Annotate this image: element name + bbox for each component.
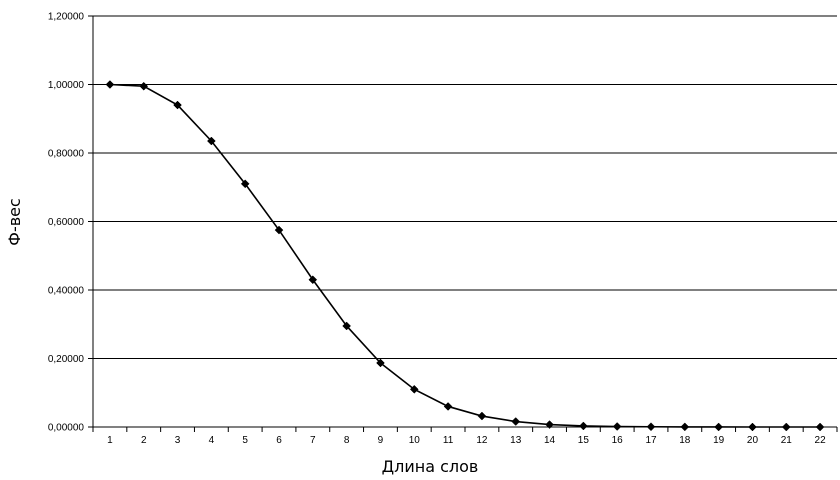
x-tick-label: 8 — [344, 435, 350, 446]
x-tick-label: 18 — [679, 435, 691, 446]
data-point — [173, 100, 182, 110]
y-tick-label: 1,20000 — [48, 12, 85, 23]
data-point — [781, 422, 791, 432]
x-tick-label: 17 — [645, 435, 657, 446]
data-point — [815, 422, 825, 432]
x-tick-label: 15 — [578, 435, 590, 446]
x-tick-label: 1 — [107, 435, 113, 446]
data-point — [579, 421, 588, 431]
data-point — [274, 225, 284, 235]
x-tick-label: 2 — [141, 435, 147, 446]
y-tick-label: 0,80000 — [48, 149, 85, 160]
data-point — [748, 422, 757, 432]
x-tick-labels: 1 2 3 4 5 6 7 8 9 10 11 12 13 14 15 16 17 18 19 20 21 22 — [107, 435, 826, 446]
y-tick-labels: 0,00000 0,20000 0,40000 0,60000 0,80000 1,000… — [48, 12, 85, 434]
y-axis-title: Ф-вес — [5, 198, 24, 246]
x-tick-label: 14 — [544, 435, 556, 446]
y-tick-label: 0,40000 — [48, 286, 85, 297]
x-tick-label: 12 — [476, 435, 488, 446]
axes — [88, 15, 838, 432]
data-point — [105, 80, 115, 89]
y-tick-label: 0,60000 — [48, 217, 85, 228]
data-point — [342, 321, 351, 331]
data-point — [240, 179, 250, 189]
x-tick-label: 22 — [815, 435, 827, 446]
x-tick-label: 11 — [443, 435, 454, 446]
x-tick-label: 13 — [510, 435, 522, 446]
data-point — [376, 358, 385, 368]
x-tick-label: 21 — [781, 435, 793, 446]
x-axis-title: Длина слов — [382, 457, 479, 476]
data-series — [105, 80, 825, 432]
data-point — [443, 402, 453, 411]
x-tick-label: 4 — [209, 435, 215, 446]
x-tick-label: 16 — [612, 435, 624, 446]
data-point — [207, 136, 216, 146]
x-tick-label: 20 — [747, 435, 759, 446]
x-tick-label: 10 — [409, 435, 421, 446]
y-tick-label: 0,20000 — [48, 354, 85, 365]
x-tick-label: 19 — [713, 435, 725, 446]
data-point — [477, 411, 487, 421]
data-point — [612, 422, 622, 431]
x-tick-label: 6 — [276, 435, 282, 446]
data-point — [409, 384, 419, 394]
data-point — [680, 422, 690, 432]
data-point — [545, 420, 554, 429]
x-tick-label: 5 — [242, 435, 248, 446]
gridlines — [93, 15, 837, 359]
data-point — [511, 417, 521, 426]
data-point — [714, 422, 723, 432]
x-tick-label: 9 — [378, 435, 384, 446]
series-line — [109, 83, 821, 428]
data-point — [646, 422, 656, 432]
data-point — [139, 81, 149, 91]
y-tick-label: 0,00000 — [48, 423, 85, 434]
x-tick-label: 7 — [310, 435, 316, 446]
y-tick-label: 1,00000 — [48, 80, 85, 91]
data-point — [308, 275, 318, 285]
x-tick-label: 3 — [175, 435, 181, 446]
